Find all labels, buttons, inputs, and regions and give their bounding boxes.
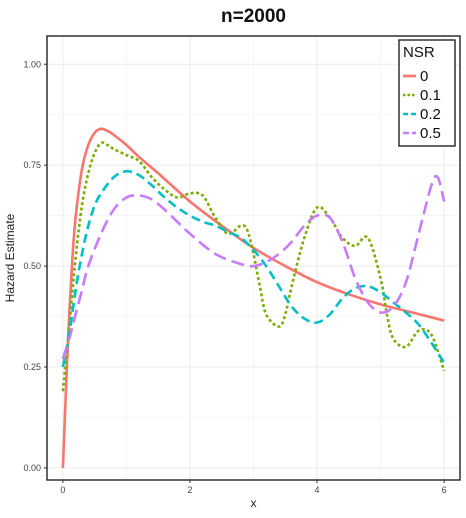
chart-title: n=2000: [221, 6, 286, 27]
x-tick-label: 2: [187, 485, 192, 495]
y-tick-label: 1.00: [23, 59, 41, 69]
legend-label: 0.5: [420, 125, 441, 142]
series-line-nsr-0: [61, 127, 445, 468]
axes: 0 2 4 60.000.250.500.751.00: [23, 59, 446, 495]
legend-label: 0.1: [420, 87, 441, 104]
series-line-nsr-0-1: [61, 141, 446, 392]
x-tick-label: 6: [442, 485, 447, 495]
legend-title: NSR: [403, 44, 435, 61]
series-lines: [61, 127, 446, 468]
y-tick-label: 0.75: [23, 160, 41, 170]
x-axis-title: x: [251, 496, 257, 510]
series-line-nsr-0-2: [61, 169, 446, 368]
legend-label: 0.2: [420, 106, 441, 123]
legend-items: 0 0.1 0.2 0.5: [403, 68, 441, 142]
y-tick-label: 0.50: [23, 261, 41, 271]
series-line-nsr-0-5: [61, 174, 446, 360]
legend: NSR 0 0.1 0.2 0.5: [398, 39, 456, 147]
y-axis-title: Hazard Estimate: [3, 213, 17, 302]
y-tick-label: 0.00: [23, 463, 41, 473]
x-tick-label: 0: [60, 485, 65, 495]
x-tick-label: 4: [315, 485, 320, 495]
plot-border: [46, 35, 461, 481]
y-tick-label: 0.25: [23, 362, 41, 372]
legend-label: 0: [420, 68, 428, 85]
legend-box: [398, 39, 456, 147]
